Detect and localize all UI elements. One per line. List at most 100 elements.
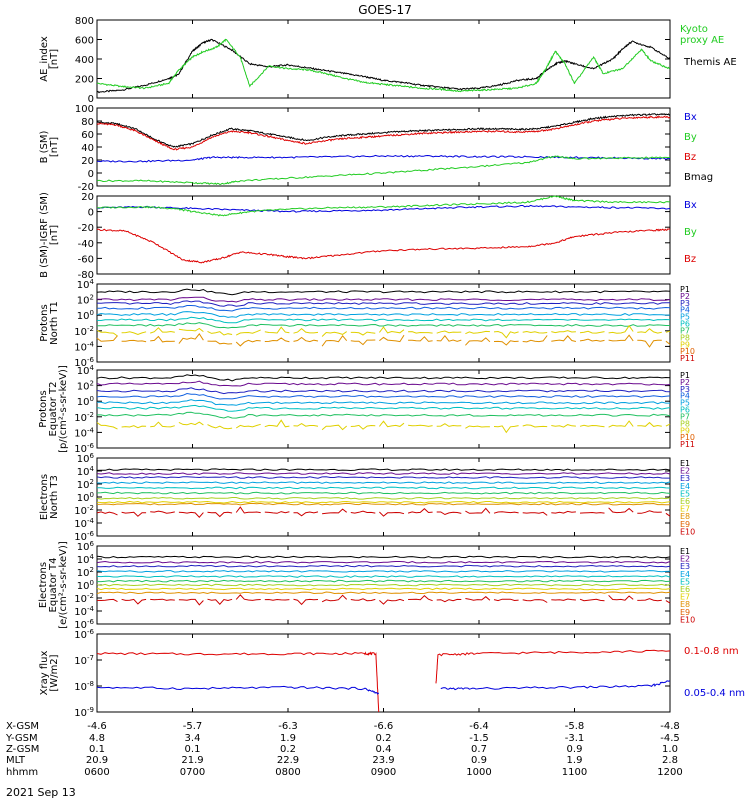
y-tick-exponent: 2 — [90, 566, 94, 574]
series-line — [96, 204, 671, 213]
y-tick-exponent: -6 — [87, 442, 95, 450]
x-axis-value: 23.9 — [372, 755, 394, 766]
y-axis-label: [p/(cm²-s-sr-keV)] — [58, 365, 69, 453]
panel-bsm: -20 0 20 40 60 80 100 B (SM) [nT] Bx By Bz Bmag — [39, 104, 713, 193]
legend-label: By — [684, 227, 697, 238]
legend-label: P9 — [680, 426, 690, 435]
series-line — [96, 38, 671, 94]
x-axis-table: X-GSMY-GSMZ-GSMMLThhmm-4.64.80.120.90600… — [5, 721, 683, 778]
x-axis-value: 21.9 — [181, 755, 203, 766]
x-axis-value: 0900 — [371, 767, 396, 778]
series-line — [96, 564, 671, 568]
y-tick-exponent: -6 — [87, 530, 95, 538]
legend-label: E9 — [680, 520, 690, 529]
x-axis-value: 1200 — [657, 767, 682, 778]
series-line — [96, 419, 671, 434]
y-axis-label: North T1 — [49, 301, 60, 345]
legend-label: P2 — [680, 378, 690, 387]
y-tick-exponent: 4 — [90, 553, 95, 561]
legend-label: E5 — [680, 577, 690, 586]
legend-label: P1 — [680, 285, 690, 294]
y-tick-exponent: 4 — [90, 278, 95, 286]
y-tick-label: -20 — [78, 182, 94, 193]
y-axis-label: [W/m2] — [49, 654, 60, 691]
legend-label: E7 — [680, 593, 690, 602]
y-tick-label: 600 — [75, 36, 94, 47]
x-axis-row-label: Y-GSM — [5, 733, 38, 744]
x-axis-value: 0.9 — [471, 755, 487, 766]
y-tick-label: 800 — [75, 16, 94, 27]
y-tick-label: 200 — [75, 75, 94, 86]
y-tick-label: -80 — [78, 270, 94, 281]
series-line — [96, 481, 671, 485]
y-tick-label: 0 — [88, 94, 94, 105]
series-line — [96, 392, 671, 400]
x-axis-value: -3.1 — [565, 733, 585, 744]
series-line — [96, 570, 671, 573]
x-axis-value: 22.9 — [277, 755, 299, 766]
legend-label: 0.05-0.4 nm — [684, 688, 745, 699]
series-line — [96, 491, 671, 495]
series-line — [96, 155, 671, 186]
y-tick-exponent: 0 — [90, 395, 94, 403]
legend-label: P5 — [680, 399, 690, 408]
x-axis-row-label: X-GSM — [6, 721, 39, 732]
legend-label: P10 — [680, 347, 695, 356]
legend-label: Bmag — [684, 172, 713, 183]
series-line — [96, 555, 671, 559]
series-line — [96, 651, 380, 713]
series-line — [440, 680, 671, 691]
x-axis-value: -6.4 — [469, 721, 489, 732]
series-line — [96, 228, 671, 264]
y-axis-label: Electrons — [38, 562, 49, 608]
y-tick-exponent: 0 — [90, 579, 94, 587]
legend-label: P3 — [680, 385, 690, 394]
y-tick-label: -40 — [78, 239, 94, 250]
series-line — [97, 486, 671, 490]
y-tick-exponent: 2 — [90, 478, 94, 486]
y-tick-exponent: 6 — [90, 452, 95, 460]
y-tick-exponent: -6 — [87, 356, 95, 364]
y-tick-exponent: 4 — [90, 364, 95, 372]
y-axis-label: Xray flux — [39, 651, 50, 696]
series-line — [96, 374, 671, 382]
legend-label: E9 — [680, 608, 690, 617]
y-tick-label: -60 — [78, 254, 94, 265]
y-tick-exponent: 2 — [90, 380, 94, 388]
x-axis-value: -4.5 — [660, 733, 680, 744]
x-axis-row-label: MLT — [6, 755, 26, 766]
date-label: 2021 Sep 13 — [6, 786, 76, 799]
y-tick-exponent: -4 — [87, 605, 95, 613]
series-line — [435, 649, 671, 684]
x-axis-value: 0600 — [84, 767, 109, 778]
legend-label: P9 — [680, 340, 690, 349]
legend-label: P5 — [680, 313, 690, 322]
series-line — [96, 322, 670, 329]
legend-label: P10 — [680, 433, 695, 442]
y-tick-label: 400 — [75, 55, 94, 66]
legend-label: P1 — [680, 371, 690, 380]
legend-label: Bx — [684, 112, 697, 123]
y-tick-label: 60 — [81, 130, 94, 141]
legend-label: P3 — [680, 299, 690, 308]
y-tick-label: 0 — [88, 208, 94, 219]
y-tick-exponent: -7 — [87, 654, 94, 662]
series-line — [96, 575, 671, 578]
y-axis-label: B (SM) — [39, 130, 50, 163]
series-line — [96, 311, 670, 318]
x-axis-value: 1.0 — [662, 744, 678, 755]
series-line — [96, 195, 671, 217]
x-axis-value: 0800 — [275, 767, 300, 778]
x-axis-value: -5.7 — [183, 721, 203, 732]
y-tick-exponent: -4 — [87, 426, 95, 434]
series-line — [96, 502, 670, 506]
series-line — [96, 113, 671, 148]
x-axis-value: 1000 — [466, 767, 491, 778]
y-axis-label: Equator T2 — [48, 382, 59, 437]
x-axis-value: 0.7 — [471, 744, 487, 755]
x-axis-value: 0.2 — [376, 733, 392, 744]
y-axis-label: North T3 — [49, 475, 60, 519]
